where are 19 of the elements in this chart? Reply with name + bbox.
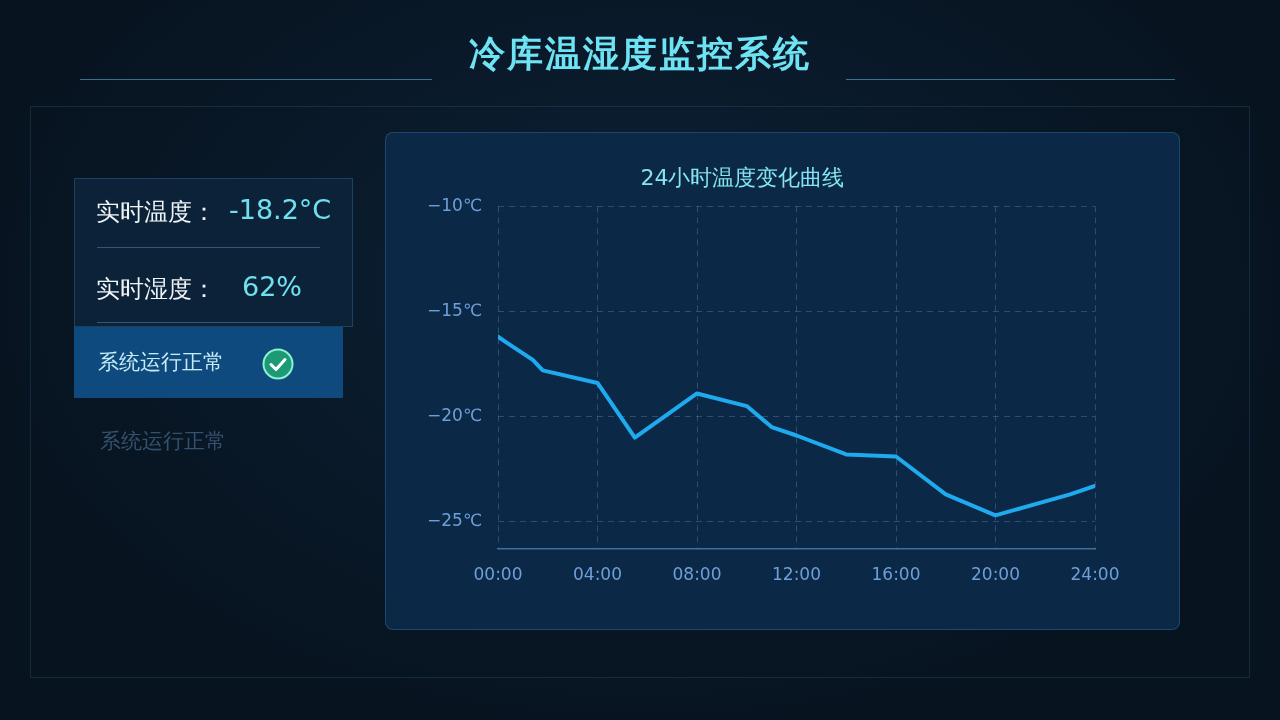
x-tick-label: 16:00 (871, 563, 921, 584)
y-tick-label: −25℃ (427, 510, 482, 531)
y-tick-label: −10℃ (427, 194, 482, 215)
x-tick-label: 08:00 (672, 563, 722, 584)
text: 实时湿度： (96, 274, 216, 305)
x-tick-label: 12:00 (772, 563, 821, 584)
y-tick-label: −20℃ (427, 405, 482, 426)
x-tick-label: 24:00 (1070, 563, 1120, 584)
chart-subtitle: 24小时温度变化曲线 (640, 164, 845, 190)
text: -18.2°C (229, 194, 332, 225)
x-tick-label: 04:00 (573, 563, 622, 584)
chart-title: 冷库温湿度监控系统 (468, 32, 812, 76)
x-tick-label: 00:00 (473, 563, 523, 584)
text: 实时温度： (96, 197, 216, 228)
text: 系统运行正常 (98, 349, 224, 376)
y-tick-label: −15℃ (427, 299, 482, 320)
text: 62% (242, 271, 303, 302)
text: 系统运行正常 (100, 428, 226, 455)
x-tick-label: 20:00 (971, 563, 1020, 584)
